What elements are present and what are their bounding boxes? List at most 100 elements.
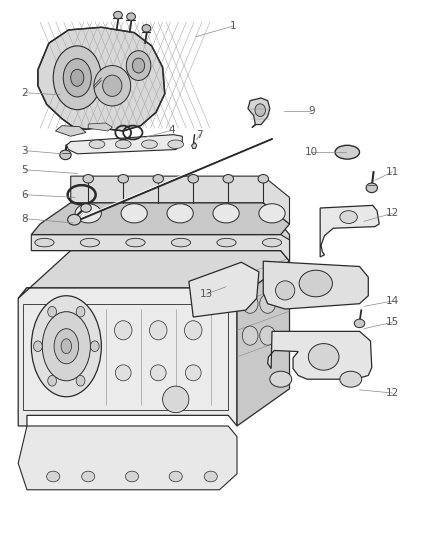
- Ellipse shape: [132, 58, 145, 73]
- Ellipse shape: [125, 471, 138, 482]
- Ellipse shape: [76, 375, 85, 386]
- Ellipse shape: [334, 146, 359, 159]
- Ellipse shape: [113, 11, 122, 19]
- Ellipse shape: [75, 204, 101, 223]
- Polygon shape: [31, 203, 289, 235]
- Ellipse shape: [60, 150, 71, 160]
- Ellipse shape: [42, 312, 90, 381]
- Text: 1: 1: [229, 21, 235, 31]
- Ellipse shape: [269, 371, 291, 387]
- Text: 2: 2: [21, 87, 28, 98]
- Ellipse shape: [53, 46, 101, 110]
- Ellipse shape: [298, 270, 332, 297]
- Text: 15: 15: [385, 317, 398, 327]
- Polygon shape: [188, 262, 258, 317]
- Text: 10: 10: [304, 147, 317, 157]
- Ellipse shape: [118, 174, 128, 183]
- Ellipse shape: [223, 174, 233, 183]
- Ellipse shape: [33, 341, 42, 352]
- Polygon shape: [247, 98, 269, 125]
- Ellipse shape: [142, 25, 150, 32]
- Ellipse shape: [81, 204, 91, 212]
- Polygon shape: [71, 176, 289, 224]
- Ellipse shape: [353, 319, 364, 328]
- Ellipse shape: [259, 326, 275, 345]
- Ellipse shape: [126, 238, 145, 247]
- Text: 14: 14: [385, 296, 398, 306]
- Ellipse shape: [67, 214, 81, 225]
- Ellipse shape: [150, 365, 166, 381]
- Ellipse shape: [61, 339, 71, 354]
- Text: 5: 5: [21, 165, 28, 175]
- Text: 7: 7: [196, 130, 203, 140]
- Polygon shape: [319, 205, 378, 257]
- Ellipse shape: [48, 375, 57, 386]
- Ellipse shape: [185, 365, 201, 381]
- Ellipse shape: [162, 386, 188, 413]
- Text: 11: 11: [385, 167, 398, 177]
- Text: 6: 6: [21, 190, 28, 200]
- Ellipse shape: [35, 238, 54, 247]
- Ellipse shape: [275, 281, 294, 300]
- Ellipse shape: [90, 341, 99, 352]
- Ellipse shape: [166, 204, 193, 223]
- Polygon shape: [31, 224, 289, 261]
- Polygon shape: [55, 126, 86, 136]
- Polygon shape: [237, 261, 289, 426]
- Ellipse shape: [71, 69, 84, 86]
- Ellipse shape: [114, 321, 132, 340]
- Ellipse shape: [171, 238, 190, 247]
- Polygon shape: [18, 288, 237, 426]
- Ellipse shape: [187, 174, 198, 183]
- Polygon shape: [22, 304, 228, 410]
- Ellipse shape: [126, 51, 150, 80]
- Ellipse shape: [94, 66, 131, 106]
- Polygon shape: [88, 123, 112, 131]
- Ellipse shape: [127, 13, 135, 20]
- Ellipse shape: [31, 296, 101, 397]
- Ellipse shape: [48, 306, 57, 317]
- Text: 12: 12: [385, 388, 398, 398]
- Polygon shape: [267, 332, 371, 379]
- Ellipse shape: [242, 294, 258, 313]
- Ellipse shape: [254, 104, 265, 117]
- Ellipse shape: [141, 140, 157, 149]
- Polygon shape: [191, 143, 196, 149]
- Text: 12: 12: [385, 208, 398, 219]
- Text: 9: 9: [307, 106, 314, 116]
- Ellipse shape: [216, 238, 236, 247]
- Ellipse shape: [212, 204, 239, 223]
- Ellipse shape: [46, 471, 60, 482]
- Ellipse shape: [89, 140, 105, 149]
- Ellipse shape: [121, 204, 147, 223]
- Ellipse shape: [169, 471, 182, 482]
- Polygon shape: [66, 135, 182, 154]
- Ellipse shape: [149, 321, 166, 340]
- Polygon shape: [18, 426, 237, 490]
- Ellipse shape: [259, 294, 275, 313]
- Ellipse shape: [262, 238, 281, 247]
- Ellipse shape: [54, 329, 78, 364]
- Text: 3: 3: [21, 146, 28, 156]
- Ellipse shape: [115, 365, 131, 381]
- Ellipse shape: [115, 140, 131, 149]
- Ellipse shape: [83, 174, 93, 183]
- Ellipse shape: [258, 204, 285, 223]
- Ellipse shape: [63, 59, 91, 97]
- Polygon shape: [18, 251, 289, 298]
- Ellipse shape: [76, 306, 85, 317]
- Text: 4: 4: [168, 125, 174, 135]
- Polygon shape: [263, 261, 367, 309]
- Ellipse shape: [184, 321, 201, 340]
- Ellipse shape: [167, 140, 183, 149]
- Ellipse shape: [102, 75, 122, 96]
- Ellipse shape: [81, 471, 95, 482]
- Text: 8: 8: [21, 214, 28, 224]
- Ellipse shape: [152, 174, 163, 183]
- Polygon shape: [31, 235, 289, 261]
- Ellipse shape: [339, 371, 361, 387]
- Ellipse shape: [307, 344, 338, 370]
- Ellipse shape: [339, 211, 357, 223]
- Ellipse shape: [80, 238, 99, 247]
- Ellipse shape: [204, 471, 217, 482]
